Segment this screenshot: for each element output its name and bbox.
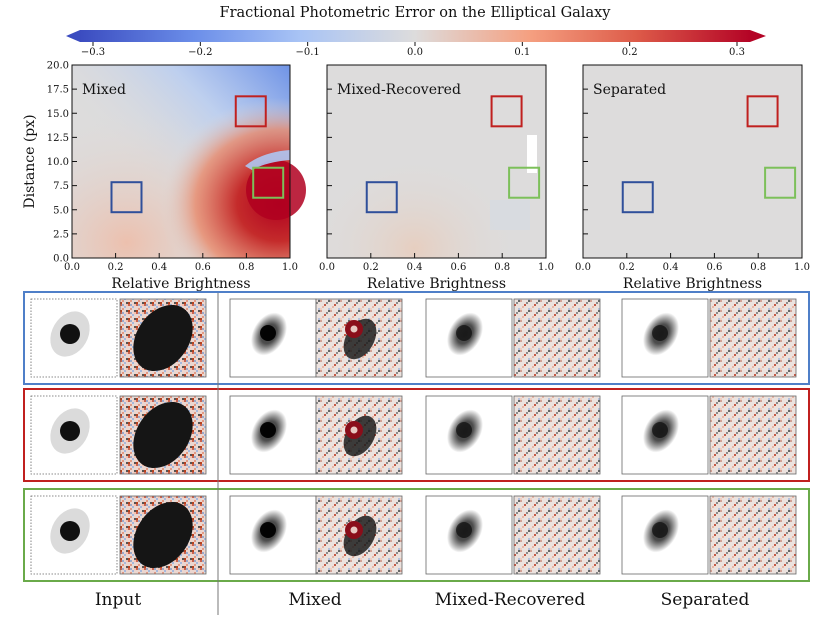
model-image	[30, 495, 118, 575]
model-image	[229, 395, 317, 475]
colorbar-tick-label: 0.2	[622, 47, 638, 58]
column-label-input: Input	[94, 590, 142, 610]
x-tick-label: 0.8	[494, 262, 510, 273]
x-tick-label: 0.4	[151, 262, 167, 273]
residual-image	[513, 298, 601, 378]
y-tick-label: 7.5	[53, 181, 69, 192]
y-axis-label: Distance (px)	[22, 114, 38, 208]
colorbar	[80, 30, 750, 42]
residual-image	[315, 495, 403, 575]
region-box-red	[746, 95, 779, 128]
residual-image	[513, 495, 601, 575]
x-tick-label: 0.6	[706, 262, 722, 273]
panel-title: Separated	[593, 82, 666, 98]
x-tick-label: 0.6	[450, 262, 466, 273]
residual-image	[315, 395, 403, 475]
region-box-green	[252, 166, 285, 199]
colorbar-max-arrow	[750, 30, 766, 42]
panel-title: Mixed	[82, 82, 126, 98]
region-box-blue	[110, 181, 143, 214]
y-tick-label: 17.5	[47, 85, 69, 96]
colorbar-tick-label: −0.1	[296, 47, 320, 58]
x-tick-label: 0.4	[663, 262, 679, 273]
y-tick-label: 15.0	[47, 109, 69, 120]
colorbar-tick-label: 0.3	[729, 47, 745, 58]
colorbar-tick-label: −0.3	[81, 47, 105, 58]
x-axis-label: Relative Brightness	[111, 276, 250, 292]
model-image	[229, 298, 317, 378]
x-tick-label: 0.0	[64, 262, 80, 273]
y-tick-label: 20.0	[47, 61, 69, 72]
colorbar-tick-label: 0.0	[407, 47, 423, 58]
heatmap-panels	[72, 65, 802, 258]
region-box-blue	[365, 181, 398, 214]
thumbnail-row-frame	[23, 291, 810, 385]
panel-title: Mixed-Recovered	[337, 82, 461, 98]
residual-image	[119, 298, 207, 378]
colorbar-title: Fractional Photometric Error on the Elli…	[220, 5, 612, 21]
model-image	[425, 298, 513, 378]
model-image	[621, 298, 709, 378]
x-tick-label: 0.0	[319, 262, 335, 273]
y-tick-label: 12.5	[47, 133, 69, 144]
x-tick-label: 0.6	[195, 262, 211, 273]
x-tick-label: 0.2	[108, 262, 124, 273]
model-image	[621, 495, 709, 575]
x-tick-label: 1.0	[794, 262, 810, 273]
colorbar-tick-label: −0.2	[188, 47, 212, 58]
model-image	[425, 495, 513, 575]
colorbar-ticks: −0.3 −0.2 −0.1 0.0 0.1 0.2 0.3	[81, 42, 745, 58]
residual-image	[315, 298, 403, 378]
column-label-mixed-recovered: Mixed-Recovered	[434, 590, 586, 610]
model-image	[621, 395, 709, 475]
model-image	[425, 395, 513, 475]
y-tick-label: 0.0	[53, 254, 69, 265]
model-image	[30, 298, 118, 378]
residual-image	[513, 395, 601, 475]
residual-image	[119, 395, 207, 475]
x-tick-label: 1.0	[282, 262, 298, 273]
residual-image	[709, 495, 797, 575]
x-tick-label: 0.8	[238, 262, 254, 273]
x-tick-label: 0.2	[363, 262, 379, 273]
x-tick-label: 0.8	[750, 262, 766, 273]
thumbnail-rows	[23, 291, 810, 582]
panel-overlay: Mixed 0.0 0.2 0.4 0.6 0.8 1.0 0.0 2.5 5.0 7.5 10.0 1…	[22, 61, 810, 293]
model-image	[30, 395, 118, 475]
residual-image	[709, 298, 797, 378]
region-box-green	[764, 166, 797, 199]
column-label-separated: Separated	[660, 590, 750, 610]
x-tick-label: 0.2	[619, 262, 635, 273]
x-axis-label: Relative Brightness	[367, 276, 506, 292]
colorbar-min-arrow	[66, 30, 80, 42]
thumbnail-row-frame	[23, 388, 810, 482]
region-box-red	[234, 95, 267, 128]
x-tick-label: 0.0	[575, 262, 591, 273]
y-tick-label: 5.0	[53, 205, 69, 216]
colorbar-tick-label: 0.1	[514, 47, 530, 58]
region-box-green	[508, 166, 541, 199]
region-box-blue	[621, 181, 654, 214]
region-box-red	[490, 95, 523, 128]
residual-image	[709, 395, 797, 475]
model-image	[229, 495, 317, 575]
x-tick-label: 0.4	[407, 262, 423, 273]
x-axis-label: Relative Brightness	[623, 276, 762, 292]
thumbnail-row-frame	[23, 488, 810, 582]
y-tick-label: 2.5	[53, 229, 69, 240]
x-tick-label: 1.0	[538, 262, 554, 273]
y-tick-label: 10.0	[47, 157, 69, 168]
residual-image	[119, 495, 207, 575]
column-label-mixed: Mixed	[288, 590, 342, 610]
